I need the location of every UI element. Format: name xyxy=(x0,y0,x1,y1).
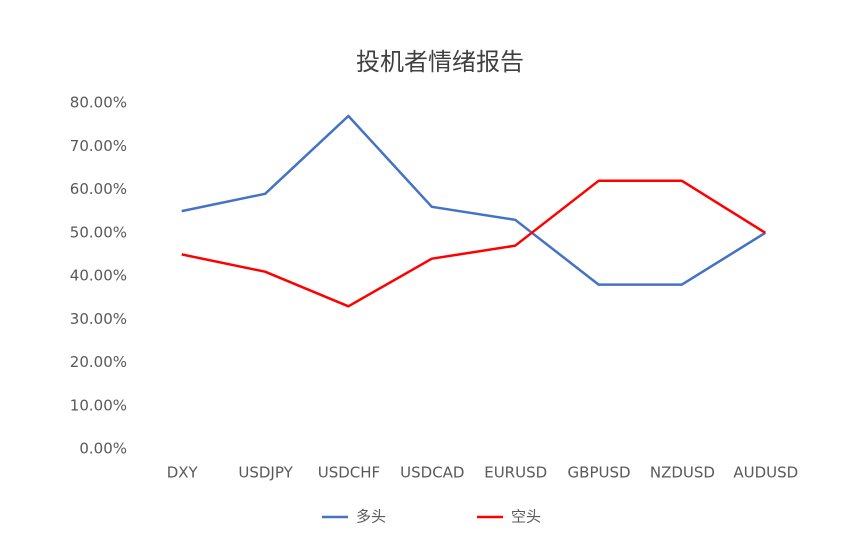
legend-label: 多头 xyxy=(356,508,386,526)
x-tick-label: NZDUSD xyxy=(650,464,715,482)
y-tick-label: 60.00% xyxy=(70,180,127,198)
x-tick-label: EURUSD xyxy=(484,464,547,482)
line-series xyxy=(181,179,766,308)
y-tick-label: 70.00% xyxy=(70,137,127,155)
x-tick-label: GBPUSD xyxy=(568,464,631,482)
chart-title: 投机者情绪报告 xyxy=(356,48,524,76)
line-series xyxy=(181,114,766,286)
y-tick-label: 40.00% xyxy=(70,267,127,285)
x-tick-label: DXY xyxy=(167,464,199,482)
legend-label: 空头 xyxy=(511,508,541,526)
y-tick-label: 30.00% xyxy=(70,310,127,328)
x-tick-label: AUDUSD xyxy=(733,464,798,482)
y-tick-label: 0.00% xyxy=(79,440,127,458)
y-tick-label: 10.00% xyxy=(70,396,127,414)
x-tick-label: USDCHF xyxy=(318,464,380,482)
y-tick-label: 80.00% xyxy=(70,94,127,112)
y-tick-label: 50.00% xyxy=(70,223,127,241)
y-tick-label: 20.00% xyxy=(70,353,127,371)
x-tick-label: USDJPY xyxy=(238,464,293,482)
x-tick-label: USDCAD xyxy=(400,464,464,482)
